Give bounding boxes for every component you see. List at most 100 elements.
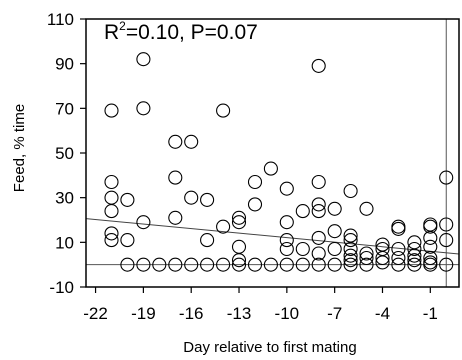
data-point — [343, 253, 358, 268]
r2-exponent: 2 — [119, 19, 126, 33]
data-point — [343, 241, 358, 257]
y-tick-label: 50 — [55, 144, 74, 163]
data-point — [407, 253, 422, 268]
data-point — [391, 221, 406, 236]
data-point — [279, 233, 294, 248]
data-point — [295, 257, 310, 272]
data-point — [311, 246, 326, 261]
data-point — [407, 257, 422, 272]
data-point — [343, 248, 358, 263]
data-point — [327, 257, 342, 272]
data-point — [295, 241, 310, 257]
data-point — [168, 170, 183, 185]
data-point — [231, 210, 247, 225]
r2-value: =0.10, P=0.07 — [126, 21, 258, 44]
x-tick-label: -4 — [375, 304, 390, 323]
data-point — [311, 204, 326, 219]
data-point — [439, 217, 454, 232]
data-point — [168, 257, 183, 272]
data-point — [423, 257, 438, 272]
data-point — [423, 230, 438, 245]
data-point — [231, 215, 247, 230]
data-point — [311, 58, 326, 73]
y-axis-title: Feed, % time — [11, 104, 28, 192]
data-point — [104, 103, 119, 118]
data-point — [120, 257, 135, 272]
data-point — [295, 204, 310, 219]
data-point — [104, 226, 119, 241]
data-point — [311, 174, 326, 190]
x-tick-label: -19 — [131, 304, 156, 323]
data-point — [279, 215, 294, 230]
data-point — [231, 253, 247, 268]
data-point — [439, 233, 454, 248]
data-point — [152, 257, 167, 272]
data-point — [327, 224, 342, 239]
data-point — [439, 170, 454, 185]
data-point — [359, 201, 374, 216]
data-point — [168, 134, 183, 149]
data-point — [231, 239, 247, 254]
y-axis: -10 10 30 50 70 90 110 — [47, 10, 86, 297]
data-point — [104, 204, 119, 219]
data-point — [423, 219, 438, 234]
data-point — [247, 257, 263, 272]
data-point — [263, 257, 278, 272]
data-point — [391, 250, 406, 266]
data-point — [375, 250, 390, 266]
data-point — [216, 219, 231, 234]
y-tick-label: 10 — [55, 233, 74, 252]
data-point — [168, 210, 183, 225]
data-point — [104, 190, 119, 205]
y-tick-label: 30 — [55, 189, 74, 208]
data-point — [279, 257, 294, 272]
data-point — [375, 255, 390, 270]
x-tick-label: -7 — [327, 304, 342, 323]
data-point — [120, 192, 135, 207]
data-point — [136, 215, 151, 230]
data-point — [327, 201, 342, 216]
data-point — [343, 257, 358, 272]
data-point — [184, 257, 199, 272]
data-point — [423, 239, 438, 254]
y-tick-label: 110 — [47, 10, 74, 29]
data-point — [279, 241, 294, 257]
data-point — [184, 134, 199, 149]
data-point — [104, 174, 119, 190]
data-point — [136, 257, 151, 272]
regression-line — [85, 218, 460, 255]
data-point — [391, 241, 406, 257]
x-tick-label: -13 — [227, 304, 252, 323]
reference-lines — [85, 19, 460, 287]
data-point — [216, 103, 231, 118]
data-point — [311, 257, 326, 272]
data-point — [311, 197, 326, 212]
plot-frame — [85, 18, 460, 288]
x-tick-label: -16 — [179, 304, 204, 323]
y-tick-label: 90 — [55, 55, 74, 74]
data-point — [247, 174, 263, 190]
data-point — [359, 246, 374, 261]
r2-prefix: R — [104, 21, 119, 44]
data-point — [104, 233, 119, 248]
data-point — [120, 233, 135, 248]
data-point — [216, 257, 231, 272]
data-point — [327, 241, 342, 257]
y-tick-label: -10 — [49, 278, 74, 297]
data-point — [136, 101, 151, 116]
data-point — [423, 250, 438, 266]
data-point — [359, 257, 374, 272]
x-axis-title: Day relative to first mating — [183, 339, 356, 356]
data-point — [200, 233, 215, 248]
data-point — [247, 197, 263, 212]
data-point — [184, 190, 199, 205]
x-axis: -22 -19 -16 -13 -10 -7 -4 -1 — [83, 287, 438, 323]
data-point — [231, 257, 247, 272]
data-point — [311, 230, 326, 245]
data-point — [200, 192, 215, 207]
data-point — [136, 52, 151, 67]
x-tick-label: -1 — [423, 304, 438, 323]
data-point — [439, 257, 454, 272]
data-point — [407, 248, 422, 263]
